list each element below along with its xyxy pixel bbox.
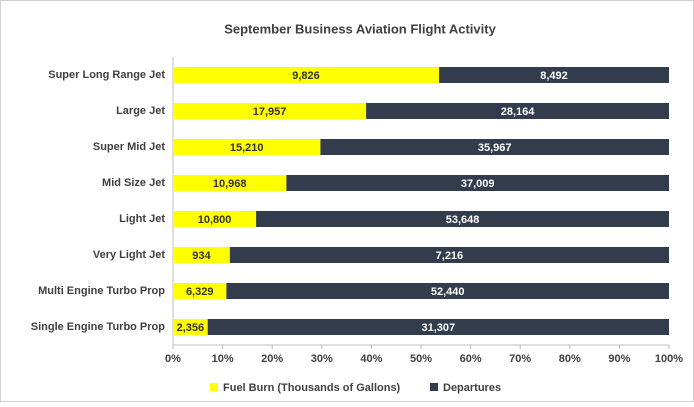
bar-segment: [173, 319, 208, 335]
bar-segment: [173, 247, 230, 263]
data-label: 8,492: [540, 70, 568, 82]
x-tick-label: 70%: [509, 353, 531, 365]
bar-segment: [286, 175, 669, 191]
data-label: 31,307: [422, 322, 456, 334]
data-label: 28,164: [501, 106, 536, 118]
bar-segment: [207, 319, 669, 335]
bar-segment: [173, 283, 227, 299]
y-tick-label: Super Mid Jet: [93, 141, 165, 153]
data-label: 35,967: [478, 142, 512, 154]
chart-title: September Business Aviation Flight Activ…: [224, 21, 496, 36]
y-tick-label: Large Jet: [116, 105, 165, 117]
data-label: 2,356: [177, 322, 205, 334]
bar-segment: [439, 67, 669, 83]
data-label: 15,210: [230, 142, 264, 154]
x-tick-label: 90%: [608, 353, 630, 365]
x-tick-label: 10%: [212, 353, 234, 365]
y-tick-label: Mid Size Jet: [102, 177, 165, 189]
x-tick-label: 60%: [460, 353, 482, 365]
data-label: 17,957: [253, 106, 287, 118]
bar-segment: [173, 175, 287, 191]
x-tick-label: 20%: [261, 353, 283, 365]
data-label: 6,329: [186, 286, 214, 298]
bar-segment: [173, 211, 257, 227]
data-label: 934: [192, 250, 211, 262]
bar-segment: [226, 283, 669, 299]
data-label: 37,009: [461, 178, 495, 190]
y-tick-label: Single Engine Turbo Prop: [31, 321, 166, 333]
bar-segment: [173, 103, 367, 119]
data-label: 7,216: [436, 250, 464, 262]
data-label: 10,968: [213, 178, 247, 190]
y-tick-label: Very Light Jet: [93, 249, 165, 261]
bar-segment: [366, 103, 669, 119]
bar-segment: [173, 67, 440, 83]
bar-segment: [229, 247, 669, 263]
legend-swatch: [430, 383, 438, 391]
data-label: 53,648: [446, 214, 480, 226]
bar-segment: [320, 139, 669, 155]
legend-label: Departures: [443, 382, 501, 394]
y-tick-label: Super Long Range Jet: [48, 69, 165, 81]
data-label: 52,440: [431, 286, 465, 298]
x-tick-label: 40%: [360, 353, 382, 365]
x-tick-label: 30%: [311, 353, 333, 365]
x-tick-label: 100%: [655, 353, 683, 365]
x-tick-label: 80%: [559, 353, 581, 365]
x-tick-label: 50%: [410, 353, 432, 365]
legend-swatch: [210, 383, 218, 391]
data-label: 10,800: [198, 214, 232, 226]
data-label: 9,826: [292, 70, 320, 82]
bar-segment: [173, 139, 321, 155]
x-tick-label: 0%: [165, 353, 181, 365]
legend-label: Fuel Burn (Thousands of Gallons): [223, 382, 401, 394]
bar-segment: [256, 211, 669, 227]
y-tick-label: Multi Engine Turbo Prop: [38, 285, 165, 297]
y-tick-label: Light Jet: [119, 213, 165, 225]
